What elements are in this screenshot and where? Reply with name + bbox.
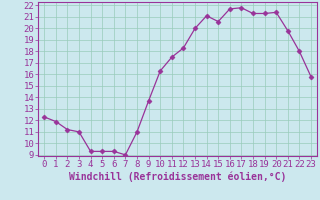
X-axis label: Windchill (Refroidissement éolien,°C): Windchill (Refroidissement éolien,°C)	[69, 172, 286, 182]
